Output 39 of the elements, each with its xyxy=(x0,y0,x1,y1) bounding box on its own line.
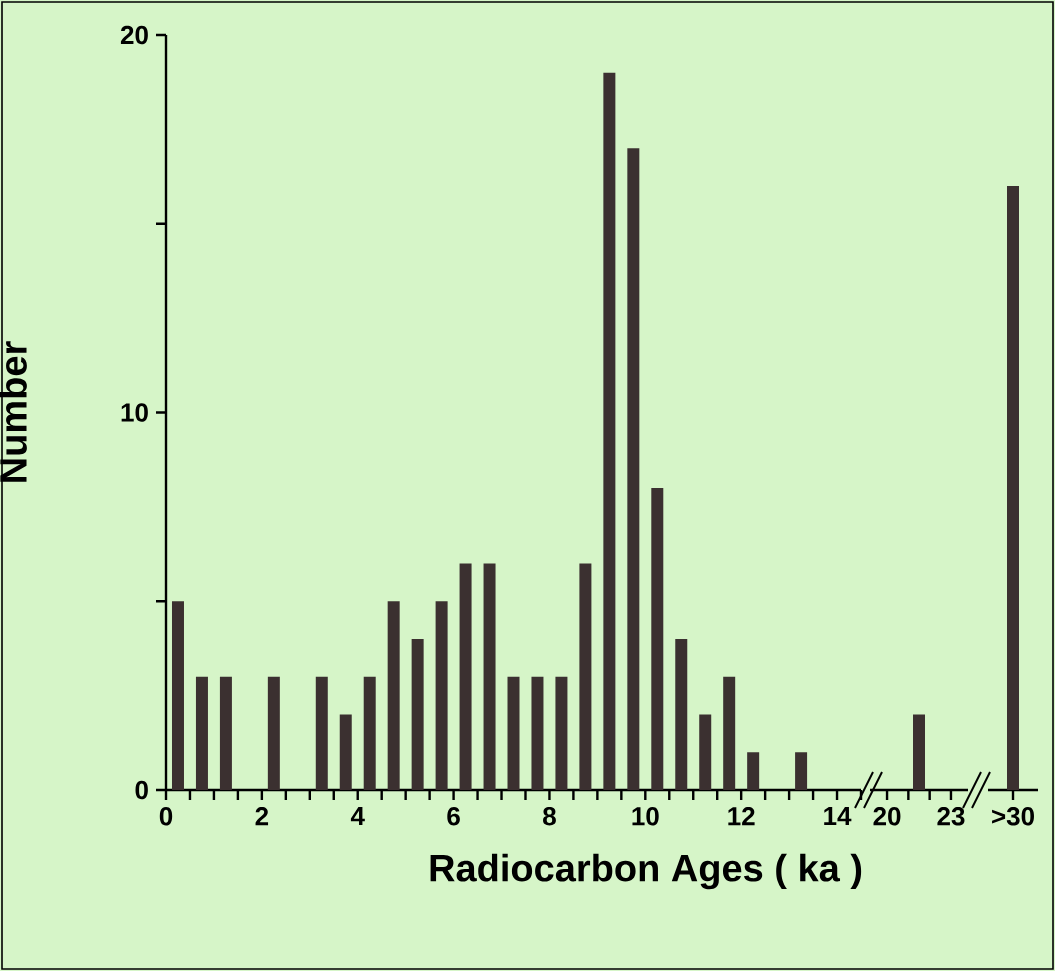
x-tick-label: 8 xyxy=(543,807,556,826)
bar xyxy=(195,676,208,790)
bar xyxy=(363,676,376,790)
bar xyxy=(171,601,184,790)
x-tick-label: 23 xyxy=(937,807,965,826)
bar xyxy=(603,72,616,790)
x-tick-label: 0 xyxy=(159,807,173,826)
bar xyxy=(555,676,568,790)
x-tick-label: 14 xyxy=(824,807,852,825)
bar xyxy=(675,639,688,790)
x-tick-label: 2 xyxy=(255,807,269,826)
x-tick-label: 12 xyxy=(728,807,755,826)
bar xyxy=(315,676,328,790)
bar xyxy=(267,676,280,790)
bar xyxy=(435,601,448,790)
x-tick-label: 4 xyxy=(350,807,365,825)
bar xyxy=(411,639,424,790)
bar xyxy=(651,488,664,790)
x-tick-label: 6 xyxy=(447,807,460,826)
bar xyxy=(339,714,352,790)
bar xyxy=(747,752,760,790)
y-tick-label: 10 xyxy=(121,403,148,422)
bar xyxy=(219,676,232,790)
bar xyxy=(483,563,496,790)
bar xyxy=(507,676,520,790)
bar xyxy=(795,752,808,790)
bar xyxy=(627,148,640,790)
x-tick-label: 20 xyxy=(873,807,901,826)
y-tick-label: 20 xyxy=(120,25,148,45)
bar xyxy=(387,601,400,790)
x-tick-label: 10 xyxy=(632,807,659,826)
bar xyxy=(579,563,592,790)
y-tick-label: 0 xyxy=(135,780,148,800)
x-tick-label: >30 xyxy=(992,807,1034,826)
x-axis-title: Radiocarbon Ages ( ka ) xyxy=(430,853,862,890)
bar xyxy=(459,563,472,790)
bar xyxy=(699,714,712,790)
bar xyxy=(531,676,544,790)
bar xyxy=(723,676,736,790)
